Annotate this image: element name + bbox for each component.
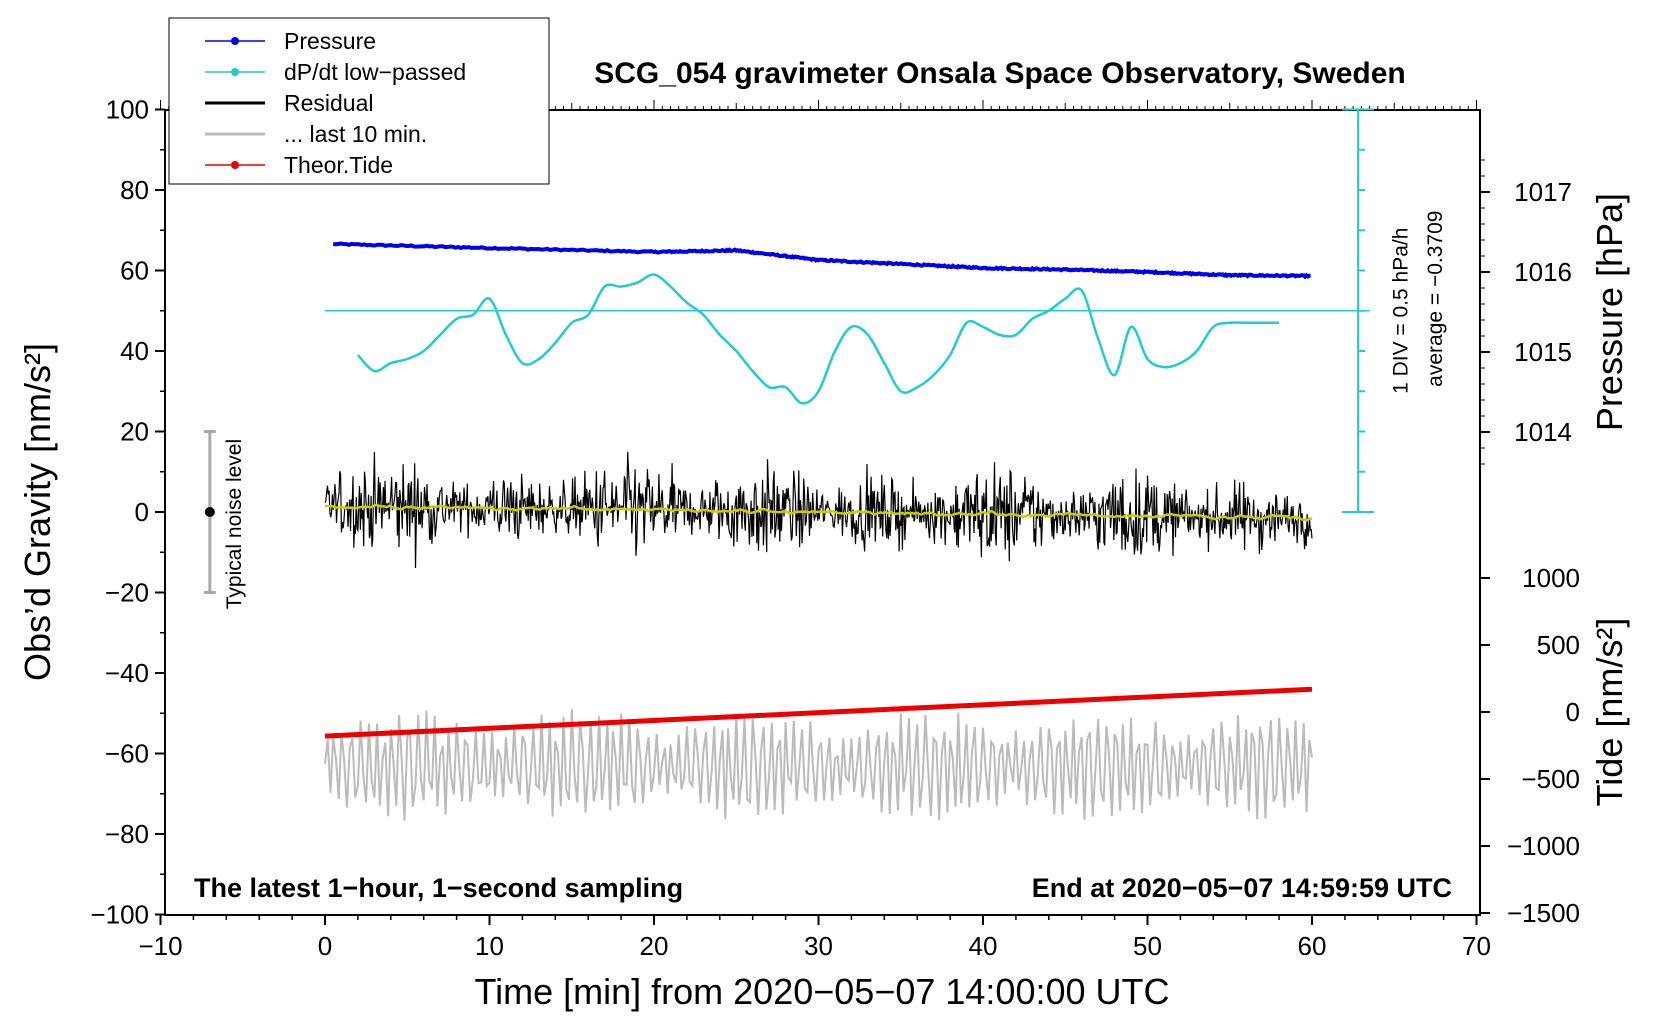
y-axis-pressure: 1017 1016 1015 1014: [1480, 159, 1572, 465]
y-left-axis-title: Obs’d Gravity [nm/s²]: [17, 343, 58, 681]
x-tick-label: 50: [1133, 931, 1162, 961]
pressure-tick-label: 1016: [1514, 257, 1572, 287]
y-left-tick-label: −20: [105, 578, 149, 608]
legend-box: [168, 17, 550, 185]
pressure-tick-label: 1017: [1514, 177, 1572, 207]
tide-tick-label: 0: [1566, 697, 1580, 727]
y-left-tick-label: −100: [90, 900, 149, 930]
legend-label: Residual: [284, 90, 374, 116]
x-tick-label: −10: [138, 931, 182, 961]
pressure-tick-label: 1015: [1514, 337, 1572, 367]
y-axis-tide: 1000 500 0 −500 −1000 −1500: [1480, 563, 1580, 928]
noise-indicator: Typical noise level: [203, 430, 246, 609]
y-left-tick-label: 0: [135, 497, 149, 527]
legend-marker: [231, 37, 239, 45]
tide-tick-label: −500: [1521, 764, 1580, 794]
legend-item: dP/dt low−passed: [205, 59, 466, 85]
y-left-tick-label: 60: [120, 256, 149, 286]
tide-tick-label: −1500: [1507, 898, 1580, 928]
dpdt-series: [356, 273, 1280, 405]
x-tick-label: 70: [1462, 931, 1491, 961]
noise-label: Typical noise level: [223, 439, 246, 609]
dpdt-average-label: average = −0.3709: [1424, 211, 1447, 387]
legend-marker: [231, 161, 239, 169]
tide-tick-label: −1000: [1507, 831, 1580, 861]
legend-label: Pressure: [284, 28, 376, 54]
legend-label: Theor.Tide: [284, 152, 393, 178]
x-tick-label: 10: [475, 931, 504, 961]
tide-tick-label: 500: [1537, 630, 1580, 660]
x-tick-label: 40: [969, 931, 998, 961]
residual-series: [324, 451, 1313, 569]
tide-tick-label: 1000: [1522, 563, 1580, 593]
bottom-left-note: The latest 1−hour, 1−second sampling: [194, 873, 683, 903]
y-left-tick-label: 40: [120, 336, 149, 366]
dpdt-scale-bar: [1342, 108, 1375, 513]
chart-title: SCG_054 gravimeter Onsala Space Observat…: [594, 57, 1406, 90]
y-axis-left: 100 80 60 40 20 0 −20 −40 −60 −80 −100: [90, 95, 165, 930]
residual-smoothed-series: [325, 503, 1313, 522]
tide-axis-title: Tide [nm/s²]: [1589, 618, 1630, 807]
pressure-tick-label: 1014: [1514, 417, 1572, 447]
noise-dot: [204, 507, 215, 517]
dpdt-scale-label: 1 DIV = 0.5 hPa/h: [1389, 228, 1412, 394]
y-left-tick-label: −60: [105, 739, 149, 769]
legend-item: Residual: [205, 90, 374, 116]
legend: Pressure dP/dt low−passed Residual ... last…: [168, 17, 550, 185]
y-left-tick-label: −40: [105, 658, 149, 688]
legend-item: Pressure: [205, 28, 376, 54]
last-10-min-series: [324, 708, 1313, 821]
x-tick-label: 20: [640, 931, 669, 961]
x-axis: −10 0 10 20 30 40 50 60 70: [138, 915, 1491, 961]
bottom-right-note: End at 2020−05−07 14:59:59 UTC: [1032, 873, 1452, 903]
legend-label: dP/dt low−passed: [284, 59, 466, 85]
y-left-tick-label: 20: [120, 417, 149, 447]
pressure-axis-title: Pressure [hPa]: [1589, 193, 1630, 431]
pressure-series: [332, 241, 1311, 280]
y-left-tick-label: 80: [120, 175, 149, 205]
y-left-tick-label: 100: [106, 95, 149, 125]
legend-label: ... last 10 min.: [284, 121, 427, 147]
legend-marker: [231, 68, 239, 76]
y-left-tick-label: −80: [105, 819, 149, 849]
legend-item: ... last 10 min.: [205, 121, 427, 147]
x-tick-label: 0: [318, 931, 332, 961]
tide-series: [324, 686, 1313, 739]
x-tick-label: 60: [1298, 931, 1327, 961]
legend-item: Theor.Tide: [205, 152, 393, 178]
x-axis-title: Time [min] from 2020−05−07 14:00:00 UTC: [474, 971, 1169, 1012]
x-tick-label: 30: [804, 931, 833, 961]
